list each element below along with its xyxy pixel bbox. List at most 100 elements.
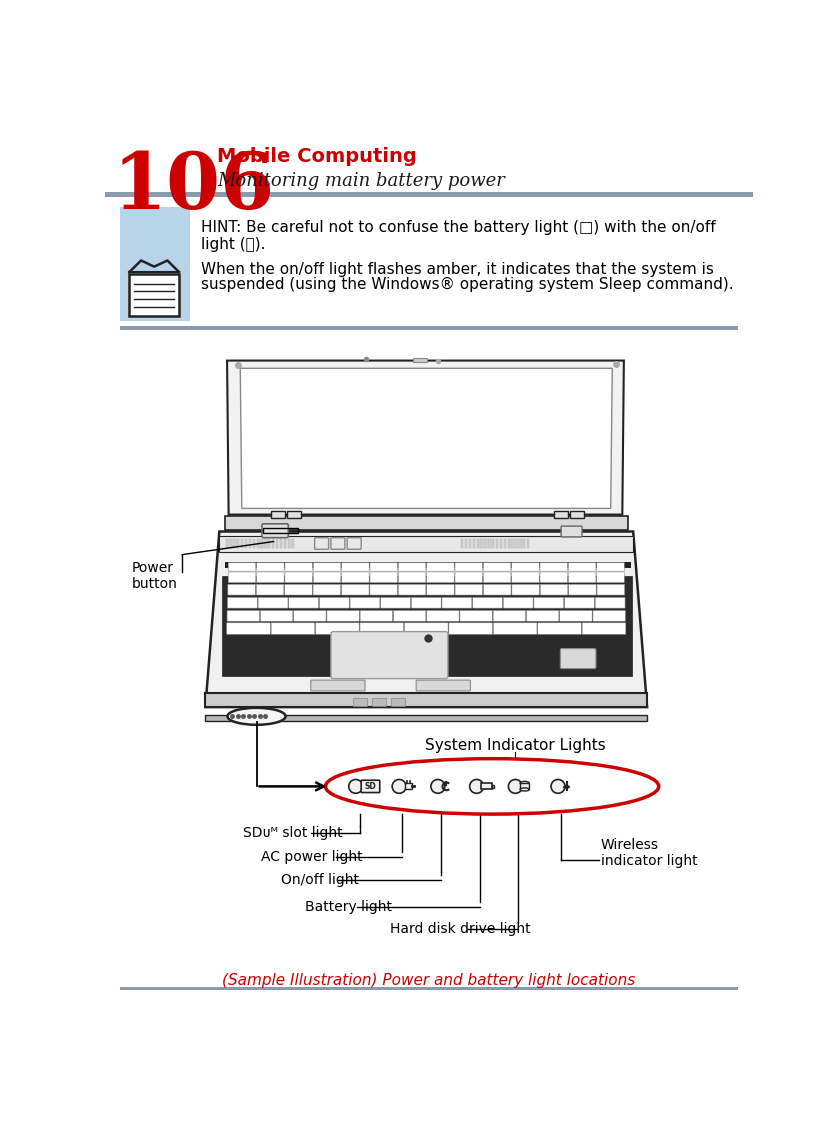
FancyBboxPatch shape (526, 611, 558, 621)
FancyBboxPatch shape (568, 572, 595, 582)
FancyBboxPatch shape (293, 611, 326, 621)
FancyBboxPatch shape (310, 681, 364, 691)
FancyBboxPatch shape (582, 622, 625, 634)
Bar (276, 539, 278, 548)
FancyBboxPatch shape (563, 597, 594, 609)
Bar (492, 539, 494, 548)
FancyBboxPatch shape (455, 585, 482, 595)
FancyBboxPatch shape (227, 585, 255, 595)
Text: (Sample Illustration) Power and battery light locations: (Sample Illustration) Power and battery … (222, 972, 635, 988)
Bar (391, 698, 405, 706)
Bar (515, 539, 517, 548)
FancyBboxPatch shape (380, 597, 410, 609)
FancyBboxPatch shape (260, 611, 293, 621)
FancyBboxPatch shape (592, 611, 624, 621)
Ellipse shape (227, 708, 285, 725)
FancyBboxPatch shape (257, 572, 283, 582)
Polygon shape (205, 532, 646, 707)
FancyBboxPatch shape (539, 572, 567, 582)
FancyBboxPatch shape (539, 563, 567, 571)
FancyBboxPatch shape (404, 622, 447, 634)
FancyBboxPatch shape (426, 585, 454, 595)
Bar (120, 326, 737, 329)
FancyBboxPatch shape (511, 572, 538, 582)
Text: light (⏻).: light (⏻). (201, 238, 266, 253)
FancyBboxPatch shape (559, 649, 595, 668)
Text: On/off light: On/off light (281, 873, 359, 888)
Text: Monitoring main battery power: Monitoring main battery power (217, 172, 504, 190)
FancyBboxPatch shape (448, 622, 492, 634)
FancyBboxPatch shape (284, 572, 312, 582)
FancyBboxPatch shape (568, 563, 595, 571)
Bar (487, 539, 490, 548)
Ellipse shape (519, 788, 528, 791)
FancyBboxPatch shape (415, 681, 470, 691)
Bar (476, 539, 478, 548)
FancyBboxPatch shape (539, 585, 567, 595)
FancyBboxPatch shape (398, 585, 426, 595)
Text: SD: SD (364, 781, 376, 791)
FancyBboxPatch shape (560, 526, 581, 537)
FancyBboxPatch shape (511, 563, 538, 571)
Text: Battery light: Battery light (304, 900, 391, 914)
Text: SDᴜᴹ slot light: SDᴜᴹ slot light (242, 826, 342, 840)
Bar (287, 510, 300, 518)
Bar (518, 539, 521, 548)
FancyBboxPatch shape (256, 585, 283, 595)
Text: AC power light: AC power light (261, 850, 362, 864)
Bar (492, 785, 494, 788)
FancyBboxPatch shape (559, 611, 591, 621)
FancyBboxPatch shape (502, 597, 533, 609)
Bar (225, 539, 227, 548)
FancyBboxPatch shape (227, 622, 270, 634)
Text: 106: 106 (112, 150, 274, 225)
Ellipse shape (325, 758, 658, 815)
FancyBboxPatch shape (359, 622, 403, 634)
Bar (233, 539, 235, 548)
Bar (252, 539, 255, 548)
FancyBboxPatch shape (370, 563, 397, 571)
Bar (225, 563, 630, 569)
FancyBboxPatch shape (359, 611, 392, 621)
Text: HINT: Be careful not to confuse the battery light (□) with the on/off: HINT: Be careful not to confuse the batt… (201, 221, 716, 236)
Bar (288, 539, 289, 548)
Bar (481, 784, 492, 789)
Bar (264, 539, 267, 548)
FancyBboxPatch shape (441, 597, 472, 609)
Text: System Indicator Lights: System Indicator Lights (425, 738, 605, 753)
FancyBboxPatch shape (596, 585, 624, 595)
FancyBboxPatch shape (568, 585, 595, 595)
FancyBboxPatch shape (596, 563, 624, 571)
FancyBboxPatch shape (227, 611, 259, 621)
FancyBboxPatch shape (533, 597, 563, 609)
FancyBboxPatch shape (330, 538, 344, 549)
FancyBboxPatch shape (472, 597, 502, 609)
FancyBboxPatch shape (537, 622, 581, 634)
Bar (465, 539, 466, 548)
Bar (503, 539, 506, 548)
Bar (283, 539, 286, 548)
Bar (461, 539, 463, 548)
FancyBboxPatch shape (455, 572, 482, 582)
FancyBboxPatch shape (393, 611, 426, 621)
Polygon shape (225, 516, 627, 530)
Bar (499, 539, 502, 548)
FancyBboxPatch shape (398, 563, 426, 571)
Bar (405, 784, 411, 789)
Bar (272, 539, 274, 548)
Bar (245, 539, 247, 548)
Text: suspended (using the Windows® operating system Sleep command).: suspended (using the Windows® operating … (201, 277, 733, 293)
Bar (229, 539, 232, 548)
Bar (120, 987, 737, 991)
Bar (237, 539, 239, 548)
Bar (553, 510, 568, 518)
Bar (352, 698, 366, 706)
Bar (205, 715, 646, 721)
Bar (260, 539, 263, 548)
Text: When the on/off light flashes amber, it indicates that the system is: When the on/off light flashes amber, it … (201, 262, 713, 277)
FancyBboxPatch shape (426, 572, 454, 582)
FancyBboxPatch shape (347, 538, 360, 549)
Ellipse shape (519, 781, 528, 785)
Bar (219, 537, 632, 551)
FancyBboxPatch shape (596, 572, 624, 582)
